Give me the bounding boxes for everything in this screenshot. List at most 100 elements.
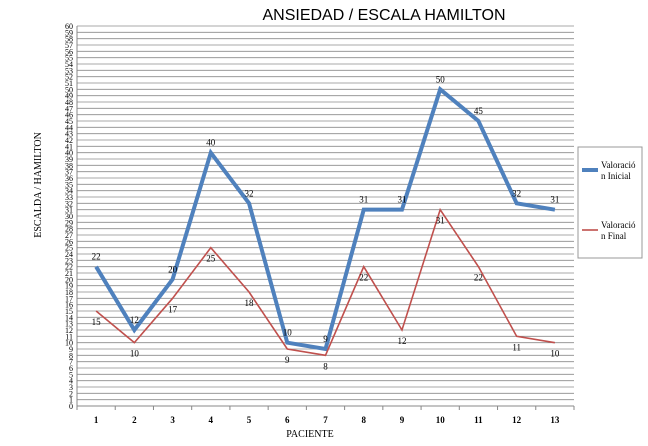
y-tick-label: 53	[65, 66, 73, 75]
y-tick-label: 34	[65, 187, 73, 196]
data-label: 22	[359, 273, 368, 283]
y-tick-label: 7	[69, 358, 73, 367]
data-label: 20	[168, 264, 178, 274]
y-tick-label: 36	[65, 174, 73, 183]
data-label: 15	[92, 317, 102, 327]
y-tick-label: 28	[65, 225, 73, 234]
x-tick-label: 7	[323, 415, 328, 425]
y-tick-label: 29	[65, 218, 73, 227]
data-label: 12	[130, 315, 139, 325]
legend-label: Valoració	[601, 160, 636, 170]
data-label: 10	[283, 328, 293, 338]
y-tick-label: 4	[69, 377, 73, 386]
y-tick-label: 26	[65, 237, 73, 246]
data-label: 10	[550, 349, 560, 359]
data-label: 18	[245, 298, 255, 308]
y-tick-label: 45	[65, 117, 73, 126]
x-tick-label: 12	[512, 415, 522, 425]
data-label: 31	[550, 195, 559, 205]
y-tick-label: 22	[65, 263, 73, 272]
x-tick-label: 11	[474, 415, 483, 425]
y-tick-label: 37	[65, 168, 73, 177]
y-tick-label: 11	[65, 332, 73, 341]
y-tick-label: 3	[69, 383, 73, 392]
gridlines	[77, 25, 574, 407]
x-axis-ticks: 1 2 3 4 5 6 7 8 9 10 11 12 13	[76, 406, 575, 425]
x-axis-title: PACIENTE	[286, 429, 333, 440]
x-tick-label: 8	[361, 415, 366, 425]
data-label: 40	[206, 138, 216, 148]
x-tick-label: 13	[550, 415, 560, 425]
y-tick-label: 31	[65, 206, 73, 215]
x-tick-label: 6	[285, 415, 290, 425]
data-label: 32	[245, 188, 254, 198]
y-tick-label: 20	[65, 275, 73, 284]
y-tick-label: 40	[65, 149, 73, 158]
y-tick-label: 1	[69, 396, 73, 405]
legend-label: Valoració	[601, 220, 636, 230]
y-tick-label: 48	[65, 98, 73, 107]
y-tick-label: 27	[65, 231, 73, 240]
y-tick-label: 41	[65, 142, 73, 151]
y-tick-label: 55	[65, 54, 73, 63]
data-label: 9	[285, 355, 290, 365]
legend-label: n Final	[601, 231, 627, 241]
y-tick-label: 0	[69, 402, 73, 411]
data-label: 9	[323, 334, 328, 344]
y-tick-label: 18	[65, 288, 73, 297]
y-tick-label: 58	[65, 35, 73, 44]
data-label: 45	[474, 106, 484, 116]
data-label: 17	[168, 304, 178, 314]
data-label: 31	[359, 195, 368, 205]
data-label: 22	[92, 252, 101, 262]
y-tick-label: 12	[65, 326, 73, 335]
y-tick-label: 2	[69, 389, 73, 398]
y-tick-label: 35	[65, 180, 73, 189]
series-line-inicial	[94, 85, 556, 352]
y-axis-title: ESCALDA / HAMILTON	[33, 132, 44, 238]
y-tick-label: 47	[65, 104, 73, 113]
y-tick-label: 32	[65, 199, 73, 208]
y-tick-label: 14	[65, 313, 73, 322]
data-label: 50	[436, 74, 446, 84]
y-tick-label: 54	[65, 60, 73, 69]
data-label: 32	[512, 188, 521, 198]
y-tick-label: 15	[65, 307, 73, 316]
y-tick-label: 46	[65, 111, 73, 120]
y-tick-label: 21	[65, 269, 73, 278]
y-tick-label: 38	[65, 161, 73, 170]
data-label: 25	[206, 254, 216, 264]
y-axis-ticks: 0123456789101112131415161718192021222324…	[65, 22, 73, 411]
y-tick-label: 50	[65, 85, 73, 94]
y-tick-label: 5	[69, 370, 73, 379]
x-tick-label: 9	[400, 415, 405, 425]
x-tick-label: 3	[170, 415, 175, 425]
x-tick-label: 1	[94, 415, 99, 425]
y-tick-label: 6	[69, 364, 73, 373]
data-label: 31	[436, 216, 445, 226]
data-label: 12	[397, 336, 406, 346]
data-labels: 22 12 20 40 32 10 9 31 31 50 45 32 31 15 10 17 25 18 9 8 22 1…	[92, 74, 560, 371]
y-tick-label: 52	[65, 73, 73, 82]
data-label: 31	[397, 195, 406, 205]
y-tick-label: 16	[65, 301, 73, 310]
y-tick-label: 59	[65, 28, 73, 37]
y-tick-label: 42	[65, 136, 73, 145]
data-label: 10	[130, 349, 140, 359]
y-tick-label: 30	[65, 212, 73, 221]
x-tick-label: 10	[436, 415, 446, 425]
y-tick-label: 57	[65, 41, 73, 50]
data-label: 22	[474, 273, 483, 283]
y-tick-label: 56	[65, 47, 73, 56]
y-tick-label: 44	[65, 123, 73, 132]
data-label: 8	[323, 361, 328, 371]
y-tick-label: 25	[65, 244, 73, 253]
y-tick-label: 60	[65, 22, 73, 31]
y-tick-label: 24	[65, 250, 73, 259]
legend-label: n Inicial	[601, 171, 631, 181]
y-tick-label: 51	[65, 79, 73, 88]
y-tick-label: 13	[65, 320, 73, 329]
y-tick-label: 10	[65, 339, 73, 348]
legend-box	[577, 146, 643, 259]
